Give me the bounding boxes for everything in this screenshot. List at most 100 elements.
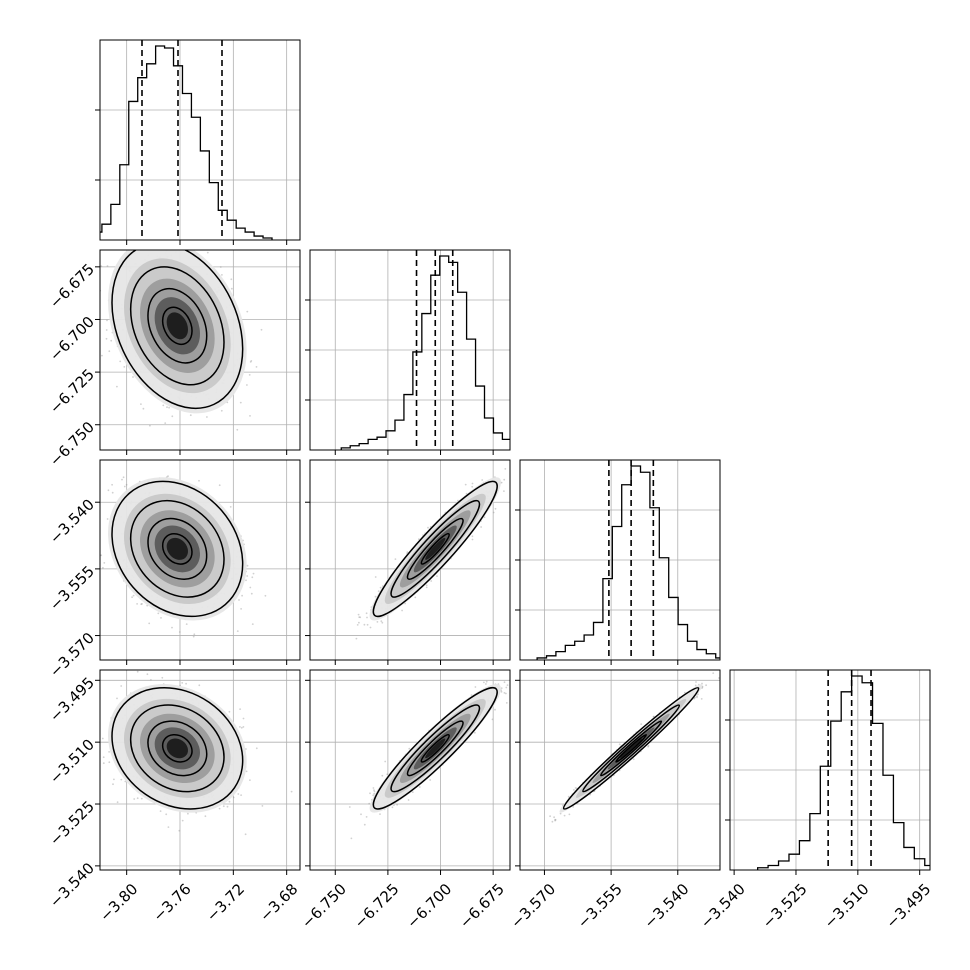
sample-point — [232, 796, 235, 799]
sample-point — [140, 244, 142, 246]
contour-line-0 — [111, 480, 244, 618]
sample-point — [108, 350, 111, 353]
sample-point — [170, 245, 172, 247]
sample-point — [162, 404, 165, 407]
sample-point — [366, 616, 368, 619]
sample-point — [181, 682, 184, 684]
sample-point — [164, 236, 166, 238]
sample-point — [160, 617, 162, 619]
sample-point — [245, 770, 248, 773]
histogram-panel-2 — [515, 459, 721, 661]
sample-point — [101, 354, 103, 357]
sample-point — [125, 483, 128, 486]
sample-point — [189, 414, 192, 417]
sample-point — [178, 631, 181, 633]
histogram-panel-3 — [725, 669, 931, 871]
panel-frame — [729, 669, 931, 871]
sample-point — [147, 242, 149, 244]
contour-line-3 — [161, 306, 193, 346]
contour-line-2 — [147, 517, 208, 580]
sample-point — [239, 401, 242, 404]
pair-panel-0-1 — [84, 230, 301, 451]
density-level-4 — [166, 537, 188, 560]
sample-point — [503, 478, 506, 481]
contour-line-0 — [111, 686, 244, 810]
sample-point — [111, 483, 113, 486]
sample-point — [246, 310, 249, 313]
panel-frame — [309, 249, 511, 451]
sample-point — [101, 737, 104, 740]
sample-point — [102, 756, 105, 759]
sample-point — [137, 230, 139, 232]
panel-frame — [99, 249, 301, 451]
sample-point — [84, 255, 86, 257]
sample-point — [113, 778, 115, 781]
sample-point — [123, 485, 126, 488]
sample-point — [122, 476, 125, 479]
sample-point — [228, 710, 231, 713]
histogram-panel-0 — [95, 39, 301, 241]
sample-point — [106, 265, 109, 267]
sample-point — [185, 244, 187, 246]
sample-point — [100, 554, 103, 557]
sample-point — [148, 622, 151, 625]
sample-point — [290, 790, 293, 793]
sample-point — [105, 337, 108, 340]
panel-frame — [99, 669, 301, 871]
sample-point — [116, 385, 118, 388]
sample-point — [248, 374, 251, 376]
histogram-panel-1 — [305, 249, 511, 451]
sample-point — [132, 247, 134, 249]
sample-point — [116, 801, 119, 804]
sample-point — [140, 603, 143, 606]
sample-point — [121, 478, 123, 481]
sample-point — [249, 779, 251, 781]
sample-point — [245, 579, 247, 582]
sample-point — [193, 633, 196, 636]
sample-point — [246, 564, 249, 567]
sample-point — [108, 761, 111, 764]
sample-point — [153, 244, 155, 246]
sample-point — [358, 616, 361, 618]
sample-point — [165, 813, 168, 816]
sample-point — [252, 572, 255, 575]
contour-line-1 — [129, 704, 225, 793]
sample-point — [132, 594, 135, 597]
sample-point — [134, 237, 136, 239]
sample-point — [414, 596, 417, 599]
density-level-4 — [166, 738, 188, 759]
sample-point — [230, 278, 233, 281]
sample-point — [186, 454, 188, 456]
contour-line-3 — [161, 532, 193, 565]
sample-point — [379, 586, 382, 589]
sample-point — [171, 415, 174, 418]
sample-point — [249, 415, 251, 417]
sample-point — [240, 726, 243, 729]
sample-point — [221, 274, 223, 276]
pair-panel-1-2 — [309, 459, 511, 661]
sample-point — [244, 833, 247, 836]
sample-point — [143, 668, 145, 670]
sample-point — [246, 575, 249, 577]
sample-point — [124, 780, 127, 783]
sample-point — [218, 807, 221, 810]
sample-point — [164, 422, 167, 424]
sample-point — [242, 726, 245, 728]
contour-line-2 — [147, 720, 208, 777]
sample-point — [427, 526, 429, 529]
sample-point — [230, 287, 233, 290]
sample-point — [238, 599, 240, 601]
sample-point — [198, 684, 201, 687]
sample-point — [136, 670, 139, 673]
sample-point — [111, 491, 114, 494]
sample-point — [206, 416, 208, 418]
density-level-4 — [166, 312, 188, 340]
sample-point — [228, 800, 231, 803]
sample-point — [178, 829, 181, 832]
sample-point — [185, 623, 188, 625]
sample-point — [481, 479, 484, 481]
sample-point — [107, 489, 110, 492]
panel-frame — [519, 459, 721, 661]
sample-point — [255, 747, 258, 750]
sample-point — [185, 682, 187, 685]
